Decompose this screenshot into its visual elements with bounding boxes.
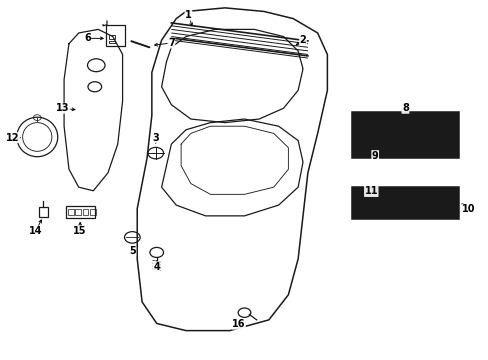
Text: 15: 15 (73, 226, 87, 236)
Bar (90, 209, 96, 215)
Bar (109, 36, 115, 39)
Text: 9: 9 (371, 150, 378, 161)
Text: 11: 11 (364, 186, 377, 197)
Bar (105, 25, 125, 45)
Text: 2: 2 (299, 35, 306, 45)
Text: 1: 1 (184, 10, 191, 20)
Bar (109, 41, 115, 43)
Text: 4: 4 (153, 262, 160, 272)
Bar (351, 187, 458, 220)
Text: 12: 12 (6, 133, 20, 143)
Bar (82, 209, 88, 215)
Bar (444, 134, 456, 148)
Bar (65, 206, 95, 218)
Bar (68, 209, 74, 215)
Text: 16: 16 (231, 319, 245, 329)
Text: 14: 14 (29, 226, 42, 236)
Text: 7: 7 (168, 38, 174, 48)
Bar (351, 112, 458, 158)
Bar (39, 207, 47, 217)
Bar (75, 209, 81, 215)
Text: 13: 13 (56, 103, 70, 113)
Text: 3: 3 (152, 133, 159, 143)
Text: 10: 10 (461, 204, 474, 215)
Text: 6: 6 (84, 33, 91, 43)
Text: 5: 5 (129, 246, 136, 256)
Text: 8: 8 (401, 103, 408, 113)
